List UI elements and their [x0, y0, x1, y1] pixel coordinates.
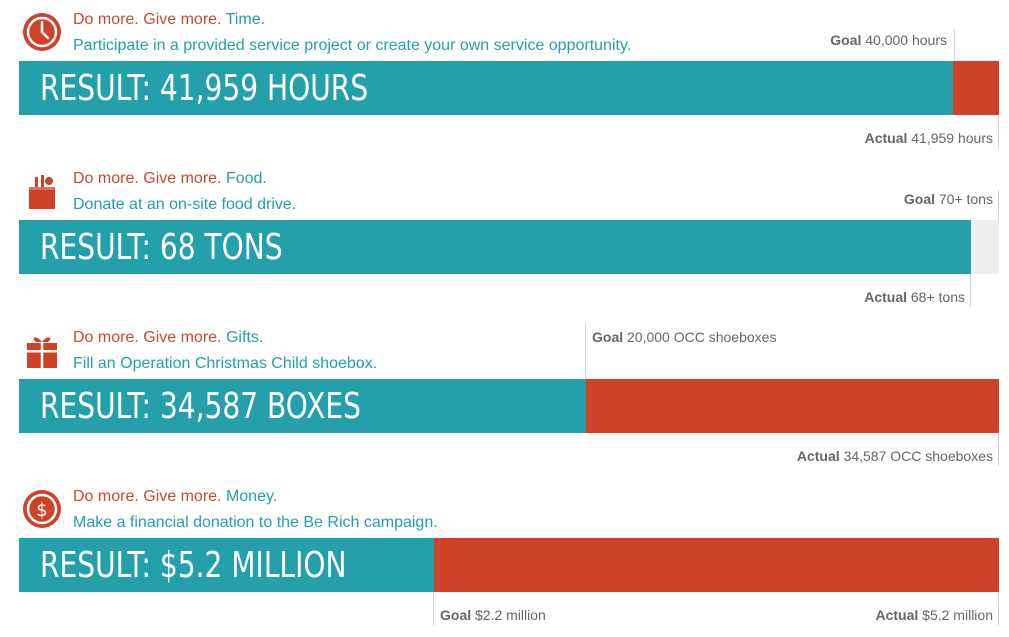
goal-value: 20,000 OCC shoeboxes — [627, 329, 777, 345]
food-bar-fill — [19, 220, 971, 274]
heading-prefix: Do more. Give more. — [73, 170, 222, 187]
money-description: Make a financial donation to the Be Rich… — [73, 514, 438, 531]
time-heading: Do more. Give more. Time. — [73, 11, 265, 29]
grocery-bag-icon — [29, 175, 55, 209]
category-label: Gifts. — [225, 329, 264, 346]
category-label: Time. — [225, 11, 266, 28]
goal-word: Goal — [903, 191, 935, 207]
time-bar-fill — [19, 61, 953, 115]
heading-prefix: Do more. Give more. — [73, 11, 222, 28]
money-bar-fill — [19, 538, 434, 592]
gifts-description: Fill an Operation Christmas Child shoebo… — [73, 355, 378, 372]
svg-text:$: $ — [36, 500, 47, 521]
actual-marker-line — [998, 115, 999, 148]
actual-word: Actual — [864, 130, 908, 146]
category-label: Money. — [225, 488, 278, 505]
actual-value: $5.2 million — [922, 607, 993, 623]
actual-word: Actual — [864, 289, 907, 305]
gifts-section: Do more. Give more. Gifts. Fill an Opera… — [0, 318, 1009, 477]
time-section: Do more. Give more. Time. Participate in… — [0, 0, 1009, 159]
goal-value: 40,000 hours — [865, 32, 947, 48]
actual-marker-line — [970, 274, 971, 307]
gift-icon — [27, 337, 57, 368]
actual-value: 41,959 hours — [911, 130, 993, 146]
gifts-result: RESULT: 34,587 BOXES — [40, 386, 361, 427]
goal-word: Goal — [830, 32, 862, 48]
goal-word: Goal — [592, 329, 624, 345]
gifts-actual-label: Actual 34,587 OCC shoeboxes — [797, 448, 993, 464]
goal-marker-line — [585, 324, 586, 379]
food-actual-label: Actual 68+ tons — [864, 289, 965, 305]
gifts-heading: Do more. Give more. Gifts. — [73, 329, 263, 347]
food-goal-label: Goal 70+ tons — [904, 191, 993, 207]
money-goal-label: Goal $2.2 million — [440, 607, 546, 623]
money-section: $ Do more. Give more. Money. Make a fina… — [0, 477, 1009, 636]
food-section: Do more. Give more. Food. Donate at an o… — [0, 159, 1009, 318]
actual-word: Actual — [796, 448, 840, 464]
time-description: Participate in a provided service projec… — [73, 37, 632, 54]
heading-prefix: Do more. Give more. — [73, 329, 222, 346]
category-label: Food. — [225, 170, 267, 187]
actual-marker-line — [998, 592, 999, 625]
money-heading: Do more. Give more. Money. — [73, 488, 277, 506]
dollar-coin-icon: $ — [23, 490, 61, 528]
food-description: Donate at an on-site food drive. — [73, 196, 297, 213]
goal-marker-line — [954, 29, 955, 61]
goal-word: Goal — [440, 607, 472, 623]
goal-marker-line — [998, 190, 999, 220]
goal-value: $2.2 million — [475, 607, 546, 623]
time-actual-label: Actual 41,959 hours — [865, 130, 993, 146]
clock-icon — [23, 13, 61, 51]
actual-marker-line — [998, 433, 999, 466]
food-heading: Do more. Give more. Food. — [73, 170, 267, 188]
time-result: RESULT: 41,959 HOURS — [40, 68, 369, 109]
gifts-goal-label: Goal 20,000 OCC shoeboxes — [592, 329, 776, 345]
money-result: RESULT: $5.2 MILLION — [40, 545, 347, 586]
time-goal-label: Goal 40,000 hours — [830, 32, 947, 48]
actual-word: Actual — [875, 607, 919, 623]
actual-value: 68+ tons — [910, 289, 965, 305]
money-actual-label: Actual $5.2 million — [875, 607, 993, 623]
heading-prefix: Do more. Give more. — [73, 488, 222, 505]
actual-value: 34,587 OCC shoeboxes — [843, 448, 993, 464]
gifts-bar-fill — [19, 379, 586, 433]
food-result: RESULT: 68 TONS — [40, 227, 283, 268]
goal-value: 70+ tons — [938, 191, 993, 207]
goal-marker-line — [433, 592, 434, 625]
